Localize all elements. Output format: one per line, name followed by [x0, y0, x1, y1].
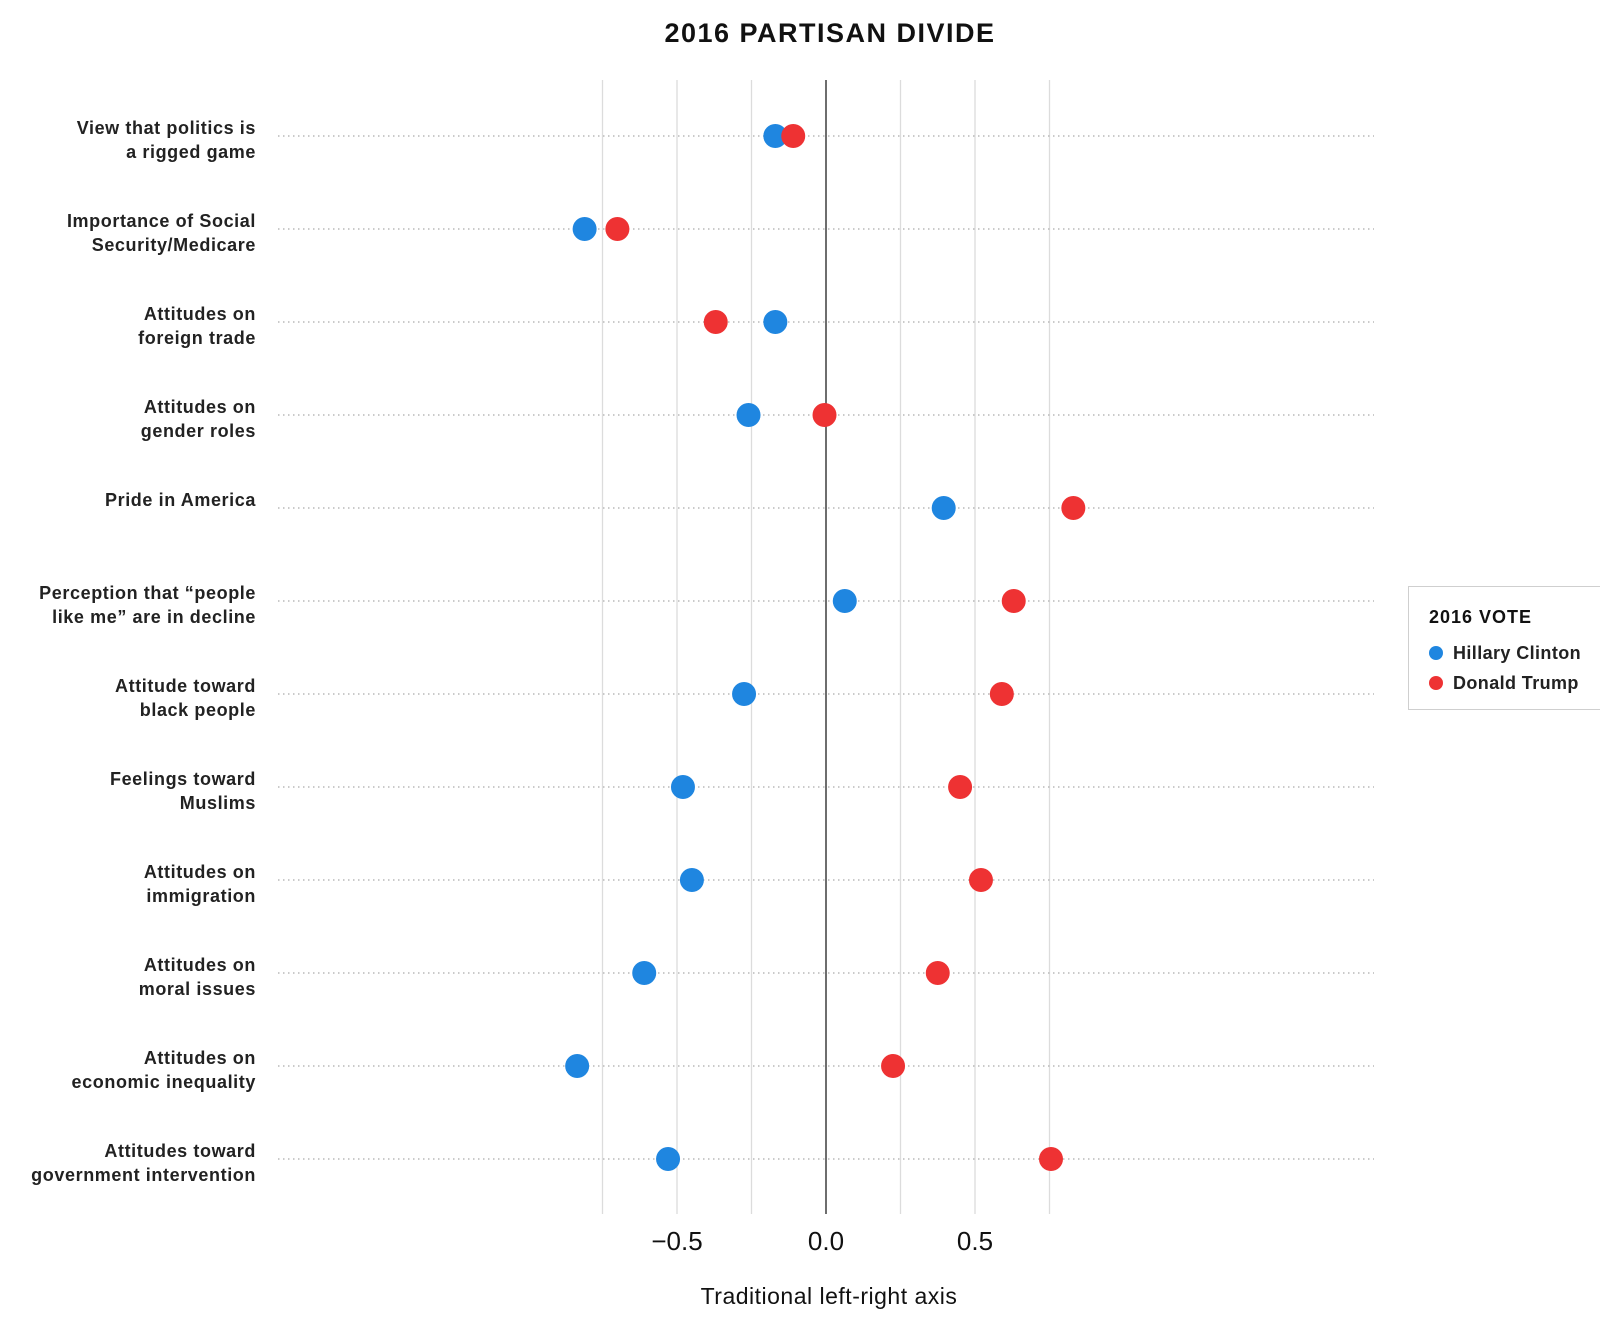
category-label: Attitudes toward: [104, 1141, 256, 1161]
category-label: Muslims: [180, 793, 256, 813]
category-label: gender roles: [141, 421, 256, 441]
category-label: Attitudes on: [144, 862, 256, 882]
clinton-point: [732, 682, 756, 706]
clinton-point: [737, 403, 761, 427]
trump-point: [969, 868, 993, 892]
trump-point: [1039, 1147, 1063, 1171]
category-label: Security/Medicare: [92, 235, 256, 255]
legend-item-trump: Donald Trump: [1429, 668, 1600, 698]
category-label: Attitudes on: [144, 304, 256, 324]
clinton-point: [932, 496, 956, 520]
category-label: government intervention: [31, 1165, 256, 1185]
clinton-point: [763, 310, 787, 334]
category-label: Importance of Social: [67, 211, 256, 231]
trump-point: [926, 961, 950, 985]
trump-point: [948, 775, 972, 799]
legend: 2016 VOTE Hillary Clinton Donald Trump: [1408, 586, 1600, 710]
category-label: Attitudes on: [144, 1048, 256, 1068]
category-label: foreign trade: [138, 328, 256, 348]
category-label: View that politics is: [77, 118, 256, 138]
category-label: Attitudes on: [144, 955, 256, 975]
trump-point: [1002, 589, 1026, 613]
clinton-point: [671, 775, 695, 799]
trump-point: [704, 310, 728, 334]
category-label: moral issues: [139, 979, 256, 999]
category-labels: View that politics is a rigged game Import…: [31, 118, 256, 1185]
trump-point: [990, 682, 1014, 706]
clinton-point: [565, 1054, 589, 1078]
category-label: immigration: [146, 886, 256, 906]
legend-label-trump: Donald Trump: [1453, 673, 1579, 694]
trump-point: [781, 124, 805, 148]
clinton-point: [632, 961, 656, 985]
trump-point: [881, 1054, 905, 1078]
trump-point: [605, 217, 629, 241]
category-label: like me” are in decline: [52, 607, 256, 627]
legend-item-clinton: Hillary Clinton: [1429, 638, 1600, 668]
clinton-point: [833, 589, 857, 613]
category-label: Attitude toward: [115, 676, 256, 696]
legend-label-clinton: Hillary Clinton: [1453, 643, 1581, 664]
category-label: Feelings toward: [110, 769, 256, 789]
legend-title: 2016 VOTE: [1429, 607, 1600, 628]
category-label: Perception that “people: [39, 583, 256, 603]
x-axis-title: Traditional left-right axis: [701, 1283, 958, 1309]
clinton-point: [680, 868, 704, 892]
legend-dot-clinton: [1429, 646, 1443, 660]
clinton-point: [656, 1147, 680, 1171]
x-tick-label: −0.5: [651, 1226, 702, 1256]
x-tick-label: 0.5: [957, 1226, 993, 1256]
x-tick-label: 0.0: [808, 1226, 844, 1256]
category-label: Pride in America: [105, 490, 256, 510]
grid-layer: [603, 80, 1050, 1214]
trump-point: [813, 403, 837, 427]
legend-dot-trump: [1429, 676, 1443, 690]
category-label: economic inequality: [72, 1072, 256, 1092]
trump-point: [1061, 496, 1085, 520]
x-tick-labels: −0.5 0.0 0.5: [651, 1226, 993, 1256]
category-label: a rigged game: [126, 142, 256, 162]
clinton-point: [573, 217, 597, 241]
category-label: black people: [140, 700, 256, 720]
category-label: Attitudes on: [144, 397, 256, 417]
